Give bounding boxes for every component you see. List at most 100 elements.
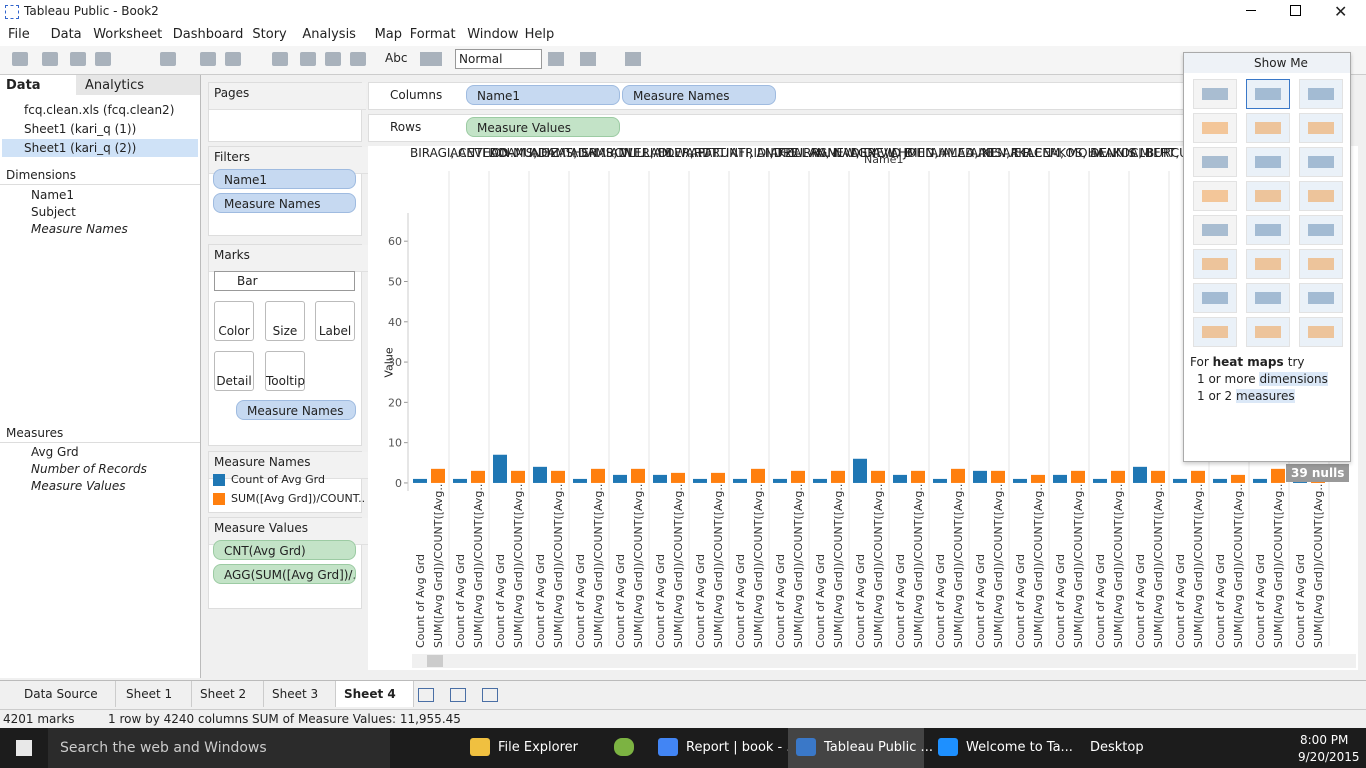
sheet-tab[interactable]: Data Source [6, 681, 116, 707]
sheet-tab[interactable]: Sheet 4 [336, 681, 414, 707]
chart-thumbnail[interactable] [1193, 283, 1237, 313]
data-source[interactable]: fcq.clean.xls (fcq.clean2) [24, 103, 175, 117]
menu-item[interactable]: Dashboard [172, 27, 244, 42]
menu-item[interactable]: Help [524, 27, 555, 42]
start-button[interactable] [16, 740, 32, 756]
chart-thumbnail[interactable] [1299, 79, 1343, 109]
desktop-label[interactable]: Desktop [1090, 740, 1144, 755]
chart-thumbnail[interactable] [1299, 317, 1343, 347]
dimension-field[interactable]: Subject [31, 205, 76, 219]
column-pill[interactable]: Name1 [466, 85, 620, 105]
measure-field[interactable]: Number of Records [31, 462, 147, 476]
chart-thumbnail[interactable] [1299, 249, 1343, 279]
chart-thumbnail[interactable] [1246, 283, 1290, 313]
sheet-tab[interactable]: Sheet 2 [192, 681, 264, 707]
mark-button[interactable]: Color [214, 301, 254, 341]
toolbar-icon[interactable] [42, 52, 58, 66]
column-pill[interactable]: Measure Names [622, 85, 776, 105]
restore-btn[interactable] [1290, 5, 1301, 16]
chart-thumbnail[interactable] [1246, 147, 1290, 177]
taskbar-app[interactable]: File Explorer [498, 740, 579, 755]
show-me-title[interactable]: Show Me [1254, 56, 1308, 70]
scroll-thumb[interactable] [427, 655, 443, 667]
requirement-link[interactable]: measures [1236, 389, 1295, 403]
toolbar-icon[interactable] [200, 52, 216, 66]
taskbar-app[interactable]: Report | book - ... [686, 740, 799, 755]
tab-data[interactable]: Data [0, 75, 76, 95]
filter-pill[interactable]: Measure Names [213, 193, 356, 213]
chart-thumbnail[interactable] [1193, 147, 1237, 177]
toolbar-icon[interactable] [420, 52, 442, 66]
new-sheet-icon[interactable] [482, 688, 498, 702]
toolbar-icon[interactable] [300, 52, 316, 66]
mark-button[interactable]: Detail [214, 351, 254, 391]
toolbar-icon[interactable] [625, 52, 641, 66]
measure-field[interactable]: Avg Grd [31, 445, 79, 459]
toolbar-icon[interactable] [548, 52, 564, 66]
value-pill[interactable]: AGG(SUM([Avg Grd])/.. [213, 564, 356, 584]
mark-button[interactable]: Label [315, 301, 355, 341]
chart-thumbnail[interactable] [1193, 79, 1237, 109]
data-source[interactable]: Sheet1 (kari_q (2)) [2, 139, 198, 157]
dimension-field[interactable]: Name1 [31, 188, 75, 202]
chart-thumbnail[interactable] [1246, 113, 1290, 143]
sheet-tab[interactable]: Sheet 1 [118, 681, 192, 707]
chart-thumbnail[interactable] [1246, 79, 1290, 109]
toolbar-icon[interactable] [225, 52, 241, 66]
marks-field-pill[interactable]: Measure Names [236, 400, 356, 420]
sheet-tab[interactable]: Sheet 3 [264, 681, 336, 707]
nulls-indicator[interactable]: 39 nulls [1286, 464, 1350, 482]
mark-button[interactable]: Tooltip [265, 351, 305, 391]
toolbar-icon[interactable] [272, 52, 288, 66]
toolbar-icon[interactable] [95, 52, 111, 66]
chart-thumbnail[interactable] [1193, 215, 1237, 245]
toolbar-icon[interactable] [12, 52, 28, 66]
taskbar-app[interactable]: Welcome to Ta... [966, 740, 1073, 755]
menu-item[interactable]: Analysis [302, 27, 356, 42]
close-btn[interactable]: ✕ [1334, 2, 1348, 21]
fit-dropdown[interactable]: Normal [455, 49, 542, 69]
chart-thumbnail[interactable] [1246, 317, 1290, 347]
requirement-link[interactable]: dimensions [1259, 372, 1328, 386]
toolbar-icon[interactable] [70, 52, 86, 66]
toolbar-icon[interactable] [160, 52, 176, 66]
chart-thumbnail[interactable] [1299, 147, 1343, 177]
chart-thumbnail[interactable] [1299, 113, 1343, 143]
label-button[interactable]: Abc [385, 51, 408, 65]
measure-field[interactable]: Measure Values [31, 479, 126, 493]
toolbar-icon[interactable] [325, 52, 341, 66]
dimension-field[interactable]: Measure Names [31, 222, 128, 236]
menu-item[interactable]: Format [409, 27, 456, 42]
chart-thumbnail[interactable] [1193, 181, 1237, 211]
mark-button[interactable]: Size [265, 301, 305, 341]
menu-item[interactable]: Worksheet [93, 27, 163, 42]
chart-thumbnail[interactable] [1193, 317, 1237, 347]
search-box[interactable] [48, 728, 390, 768]
chart-thumbnail[interactable] [1299, 181, 1343, 211]
mark-type-dropdown[interactable]: Bar [214, 271, 355, 291]
row-pill[interactable]: Measure Values [466, 117, 620, 137]
filter-pill[interactable]: Name1 [213, 169, 356, 189]
chart-thumbnail[interactable] [1246, 215, 1290, 245]
value-pill[interactable]: CNT(Avg Grd) [213, 540, 356, 560]
menu-item[interactable]: Window [467, 27, 519, 42]
chart-thumbnail[interactable] [1193, 113, 1237, 143]
android-icon[interactable] [614, 738, 634, 756]
toolbar-icon[interactable] [580, 52, 596, 66]
menu-item[interactable]: Story [252, 27, 287, 42]
minimize-btn[interactable] [1246, 10, 1256, 11]
chart-thumbnail[interactable] [1299, 283, 1343, 313]
chart-thumbnail[interactable] [1246, 249, 1290, 279]
new-sheet-icon[interactable] [418, 688, 434, 702]
tab-analytics[interactable]: Analytics [76, 75, 200, 95]
toolbar-icon[interactable] [350, 52, 366, 66]
menu-item[interactable]: File [8, 27, 30, 42]
new-sheet-icon[interactable] [450, 688, 466, 702]
taskbar-app[interactable]: Tableau Public ... [824, 740, 933, 755]
chart-thumbnail[interactable] [1299, 215, 1343, 245]
menu-item[interactable]: Map [374, 27, 403, 42]
chart-thumbnail[interactable] [1193, 249, 1237, 279]
chart-thumbnail[interactable] [1246, 181, 1290, 211]
menu-item[interactable]: Data [50, 27, 82, 42]
data-source[interactable]: Sheet1 (kari_q (1)) [24, 122, 137, 136]
